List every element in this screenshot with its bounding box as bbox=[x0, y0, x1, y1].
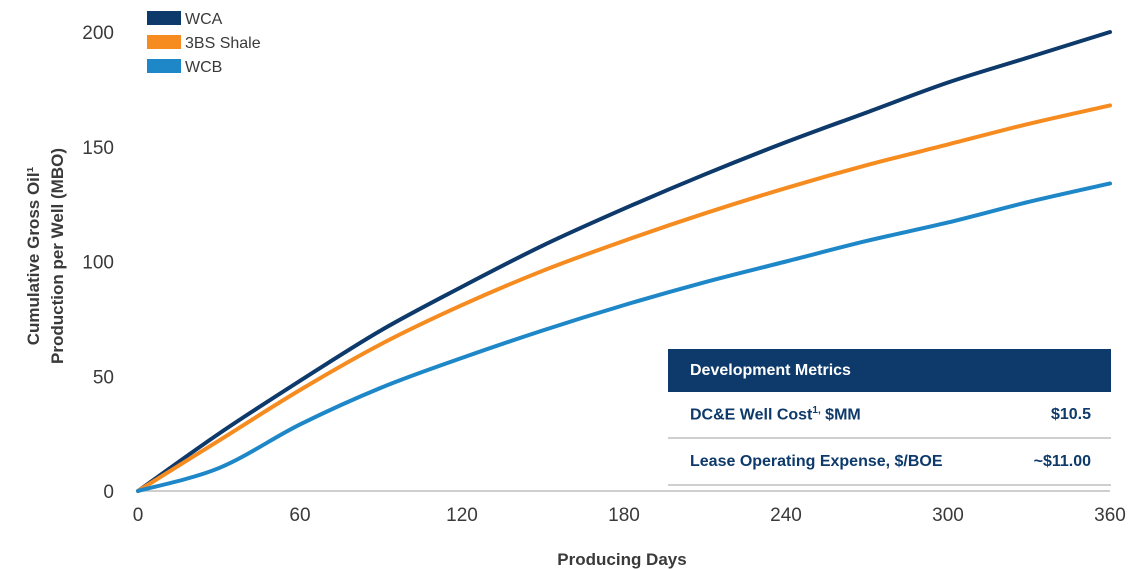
x-tick-label: 60 bbox=[289, 505, 310, 526]
legend-label: 3BS Shale bbox=[185, 35, 261, 52]
x-tick-label: 120 bbox=[446, 505, 478, 526]
loe-label: Lease Operating Expense, $/BOE bbox=[668, 438, 1013, 486]
y-tick-label: 0 bbox=[103, 482, 114, 503]
development-metrics-table: Development Metrics DC&E Well Cost1, $MM… bbox=[668, 349, 1111, 486]
x-tick-label: 0 bbox=[133, 505, 144, 526]
legend-swatch bbox=[147, 59, 181, 73]
table-row: DC&E Well Cost1, $MM $10.5 bbox=[668, 392, 1111, 439]
legend: WCA 3BS Shale WCB bbox=[147, 11, 261, 76]
x-axis-title: Producing Days bbox=[557, 550, 686, 569]
legend-label: WCA bbox=[185, 11, 223, 28]
y-axis-title-line1: Cumulative Gross Oil¹ bbox=[24, 166, 43, 345]
y-tick-label: 150 bbox=[82, 138, 114, 159]
y-tick-label: 200 bbox=[82, 23, 114, 44]
legend-label: WCB bbox=[185, 59, 222, 76]
series-line-1 bbox=[136, 103, 1112, 493]
y-tick-label: 50 bbox=[93, 367, 114, 388]
x-tick-label: 240 bbox=[770, 505, 802, 526]
series-line-0 bbox=[136, 30, 1112, 493]
metrics-table-header: Development Metrics bbox=[668, 349, 1111, 392]
well-cost-value: $10.5 bbox=[1012, 392, 1111, 439]
series-lines bbox=[136, 30, 1112, 493]
x-tick-label: 360 bbox=[1094, 505, 1126, 526]
axes: 0 60 120 180 240 300 360 0 50 100 150 200 bbox=[82, 23, 1126, 526]
legend-swatch bbox=[147, 11, 181, 25]
y-tick-label: 100 bbox=[82, 253, 114, 274]
series-line-2 bbox=[136, 181, 1112, 493]
x-tick-label: 180 bbox=[608, 505, 640, 526]
well-cost-label: DC&E Well Cost1, $MM bbox=[668, 392, 1013, 439]
y-axis-title-line2: Production per Well (MBO) bbox=[48, 148, 67, 364]
loe-value: ~$11.00 bbox=[1012, 438, 1111, 486]
table-row: Lease Operating Expense, $/BOE ~$11.00 bbox=[668, 438, 1111, 486]
legend-swatch bbox=[147, 35, 181, 49]
x-tick-label: 300 bbox=[932, 505, 964, 526]
